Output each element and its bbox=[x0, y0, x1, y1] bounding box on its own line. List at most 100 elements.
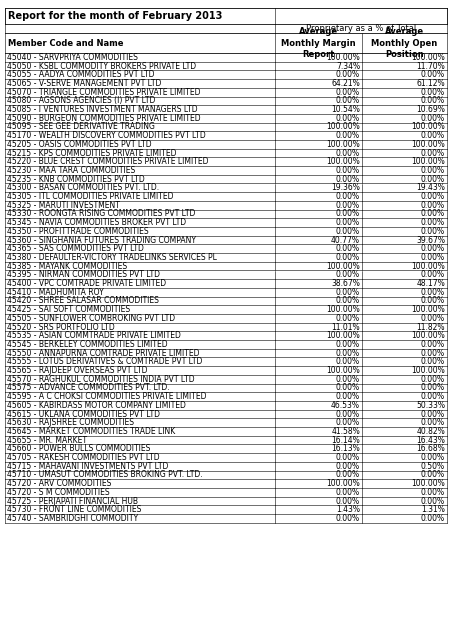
Text: 45055 - AADYA COMMODITIES PVT LTD: 45055 - AADYA COMMODITIES PVT LTD bbox=[7, 70, 154, 79]
Text: 0.00%: 0.00% bbox=[420, 270, 444, 279]
Text: 0.00%: 0.00% bbox=[420, 357, 444, 366]
Text: 100.00%: 100.00% bbox=[326, 122, 359, 131]
Text: 45645 - MARKET COMMODITIES TRADE LINK: 45645 - MARKET COMMODITIES TRADE LINK bbox=[7, 427, 175, 436]
Text: Average
Monthly Open
Position: Average Monthly Open Position bbox=[371, 28, 437, 59]
Text: 45360 - SINGHANIA FUTURES TRADING COMPANY: 45360 - SINGHANIA FUTURES TRADING COMPAN… bbox=[7, 236, 196, 244]
Text: 16.43%: 16.43% bbox=[415, 436, 444, 445]
Text: 11.82%: 11.82% bbox=[415, 323, 444, 332]
Text: 45410 - MADHUMITA ROY: 45410 - MADHUMITA ROY bbox=[7, 288, 104, 297]
Text: 0.00%: 0.00% bbox=[335, 192, 359, 201]
Text: 45330 - ROONGTA RISING COMMODITIES PVT LTD: 45330 - ROONGTA RISING COMMODITIES PVT L… bbox=[7, 209, 195, 218]
Text: 0.00%: 0.00% bbox=[420, 497, 444, 506]
Text: 45630 - RAJSHREE COMMODITIES: 45630 - RAJSHREE COMMODITIES bbox=[7, 419, 133, 428]
Text: 0.00%: 0.00% bbox=[335, 349, 359, 358]
Text: 0.00%: 0.00% bbox=[335, 131, 359, 140]
Text: 45380 - DEFAULTER-VICTORY TRADELINKS SERVICES PL: 45380 - DEFAULTER-VICTORY TRADELINKS SER… bbox=[7, 253, 216, 262]
Text: 45705 - RAKESH COMMODITIES PVT LTD: 45705 - RAKESH COMMODITIES PVT LTD bbox=[7, 453, 159, 462]
Text: 0.00%: 0.00% bbox=[335, 288, 359, 297]
Text: 48.17%: 48.17% bbox=[415, 279, 444, 288]
Text: 1.43%: 1.43% bbox=[335, 505, 359, 515]
Text: 45740 - SAMBRIDGHI COMMODITY: 45740 - SAMBRIDGHI COMMODITY bbox=[7, 514, 138, 523]
Text: 45235 - KNB COMMODITIES PVT LTD: 45235 - KNB COMMODITIES PVT LTD bbox=[7, 175, 144, 184]
Text: Member Code and Name: Member Code and Name bbox=[8, 38, 123, 47]
Text: 45300 - BASAN COMMODITIES PVT. LTD.: 45300 - BASAN COMMODITIES PVT. LTD. bbox=[7, 183, 159, 193]
Text: 100.00%: 100.00% bbox=[326, 479, 359, 488]
Text: 100.00%: 100.00% bbox=[326, 140, 359, 149]
Text: 45565 - RAJDEEP OVERSEAS PVT LTD: 45565 - RAJDEEP OVERSEAS PVT LTD bbox=[7, 366, 147, 375]
Text: 10.69%: 10.69% bbox=[415, 105, 444, 114]
Text: 0.00%: 0.00% bbox=[335, 175, 359, 184]
Text: 0.00%: 0.00% bbox=[335, 97, 359, 106]
Text: 45050 - KSBL COMMODITY BROKERS PRIVATE LTD: 45050 - KSBL COMMODITY BROKERS PRIVATE L… bbox=[7, 61, 196, 70]
Text: 0.00%: 0.00% bbox=[420, 201, 444, 210]
Text: 0.00%: 0.00% bbox=[335, 166, 359, 175]
Text: 0.00%: 0.00% bbox=[420, 419, 444, 428]
Text: 0.00%: 0.00% bbox=[420, 131, 444, 140]
Text: 0.00%: 0.00% bbox=[335, 209, 359, 218]
Text: 61.12%: 61.12% bbox=[415, 79, 444, 88]
Text: 0.00%: 0.00% bbox=[420, 288, 444, 297]
Text: 100.00%: 100.00% bbox=[326, 157, 359, 166]
Text: 45655 - MR. MARKET: 45655 - MR. MARKET bbox=[7, 436, 87, 445]
Text: 45395 - NIRMAN COMMODITIES PVT LTD: 45395 - NIRMAN COMMODITIES PVT LTD bbox=[7, 270, 160, 279]
Text: 45385 - MAYANK COMMODITIES: 45385 - MAYANK COMMODITIES bbox=[7, 262, 127, 271]
Text: 45090 - BURGEON COMMODITIES PRIVATE LIMITED: 45090 - BURGEON COMMODITIES PRIVATE LIMI… bbox=[7, 114, 200, 123]
Text: 45350 - PROFITTRADE COMMODITIES: 45350 - PROFITTRADE COMMODITIES bbox=[7, 227, 148, 236]
Text: 45535 - ASIAN COMMTRADE PRIVATE LIMITED: 45535 - ASIAN COMMTRADE PRIVATE LIMITED bbox=[7, 332, 180, 340]
Text: 0.00%: 0.00% bbox=[335, 514, 359, 523]
Text: 100.00%: 100.00% bbox=[326, 305, 359, 314]
Text: 0.00%: 0.00% bbox=[420, 253, 444, 262]
Text: 45710 - UMASUT COMMODITIES BROKING PVT. LTD.: 45710 - UMASUT COMMODITIES BROKING PVT. … bbox=[7, 470, 202, 479]
Text: 0.00%: 0.00% bbox=[335, 201, 359, 210]
Text: Report for the month of February 2013: Report for the month of February 2013 bbox=[8, 11, 222, 21]
Text: 45230 - MAA TARA COMMODITIES: 45230 - MAA TARA COMMODITIES bbox=[7, 166, 135, 175]
Text: 45325 - MARUTI INVESTMENT: 45325 - MARUTI INVESTMENT bbox=[7, 201, 120, 210]
Text: 16.13%: 16.13% bbox=[331, 444, 359, 453]
Text: 0.00%: 0.00% bbox=[420, 175, 444, 184]
Text: 45725 - PERJAPATI FINANCIAL HUB: 45725 - PERJAPATI FINANCIAL HUB bbox=[7, 497, 138, 506]
Text: 45595 - A C CHOKSI COMMODITIES PRIVATE LIMITED: 45595 - A C CHOKSI COMMODITIES PRIVATE L… bbox=[7, 392, 206, 401]
Text: 45550 - ANNAPURNA COMTRADE PRIVATE LIMITED: 45550 - ANNAPURNA COMTRADE PRIVATE LIMIT… bbox=[7, 349, 199, 358]
Text: 0.00%: 0.00% bbox=[335, 70, 359, 79]
Text: 100.00%: 100.00% bbox=[326, 53, 359, 62]
Text: 45345 - NAVIA COMMODITIES BROKER PVT LTD: 45345 - NAVIA COMMODITIES BROKER PVT LTD bbox=[7, 218, 186, 227]
Text: Average
Monthly Margin
Report: Average Monthly Margin Report bbox=[281, 28, 355, 59]
Text: 0.00%: 0.00% bbox=[420, 218, 444, 227]
Text: 0.00%: 0.00% bbox=[335, 340, 359, 349]
Text: 0.00%: 0.00% bbox=[335, 461, 359, 471]
Text: 45605 - KABIRDASS MOTOR COMPANY LIMITED: 45605 - KABIRDASS MOTOR COMPANY LIMITED bbox=[7, 401, 185, 410]
Text: 45095 - SEE GEE DERIVATIVE TRADING: 45095 - SEE GEE DERIVATIVE TRADING bbox=[7, 122, 155, 131]
Text: 0.00%: 0.00% bbox=[335, 88, 359, 97]
Text: 38.67%: 38.67% bbox=[331, 279, 359, 288]
Text: 45660 - POWER BULLS COMMODITIES: 45660 - POWER BULLS COMMODITIES bbox=[7, 444, 150, 453]
Text: 0.00%: 0.00% bbox=[420, 340, 444, 349]
Text: 0.00%: 0.00% bbox=[420, 488, 444, 497]
Text: 19.43%: 19.43% bbox=[415, 183, 444, 193]
Text: 0.00%: 0.00% bbox=[420, 70, 444, 79]
Text: 39.67%: 39.67% bbox=[415, 236, 444, 244]
Text: 10.54%: 10.54% bbox=[331, 105, 359, 114]
Text: 0.00%: 0.00% bbox=[335, 497, 359, 506]
Text: 45545 - BERKELEY COMMODITIES LIMITED: 45545 - BERKELEY COMMODITIES LIMITED bbox=[7, 340, 167, 349]
Text: 0.00%: 0.00% bbox=[420, 148, 444, 157]
Text: 0.00%: 0.00% bbox=[335, 253, 359, 262]
Text: 100.00%: 100.00% bbox=[410, 332, 444, 340]
Text: 0.00%: 0.00% bbox=[420, 97, 444, 106]
Text: 100.00%: 100.00% bbox=[410, 157, 444, 166]
Text: 45570 - RAGHUKUL COMMODITIES INDIA PVT LTD: 45570 - RAGHUKUL COMMODITIES INDIA PVT L… bbox=[7, 375, 194, 384]
Text: 0.00%: 0.00% bbox=[420, 514, 444, 523]
Text: 0.00%: 0.00% bbox=[335, 296, 359, 305]
Text: 100.00%: 100.00% bbox=[326, 332, 359, 340]
Text: 0.00%: 0.00% bbox=[420, 383, 444, 392]
Text: 45040 - SARVPRIYA COMMODITIES: 45040 - SARVPRIYA COMMODITIES bbox=[7, 53, 138, 62]
Text: 64.21%: 64.21% bbox=[331, 79, 359, 88]
Text: 0.00%: 0.00% bbox=[335, 375, 359, 384]
Text: 0.00%: 0.00% bbox=[335, 270, 359, 279]
Text: 16.68%: 16.68% bbox=[415, 444, 444, 453]
Text: 16.14%: 16.14% bbox=[331, 436, 359, 445]
Text: 0.00%: 0.00% bbox=[335, 357, 359, 366]
Text: 45080 - AGSONS AGENCIES (I) PVT LTD: 45080 - AGSONS AGENCIES (I) PVT LTD bbox=[7, 97, 155, 106]
Text: 45420 - SHREE SALASAR COMMODITIES: 45420 - SHREE SALASAR COMMODITIES bbox=[7, 296, 158, 305]
Text: 1.31%: 1.31% bbox=[420, 505, 444, 515]
Text: 45365 - SAS COMMODITIES PVT LTD: 45365 - SAS COMMODITIES PVT LTD bbox=[7, 244, 143, 253]
